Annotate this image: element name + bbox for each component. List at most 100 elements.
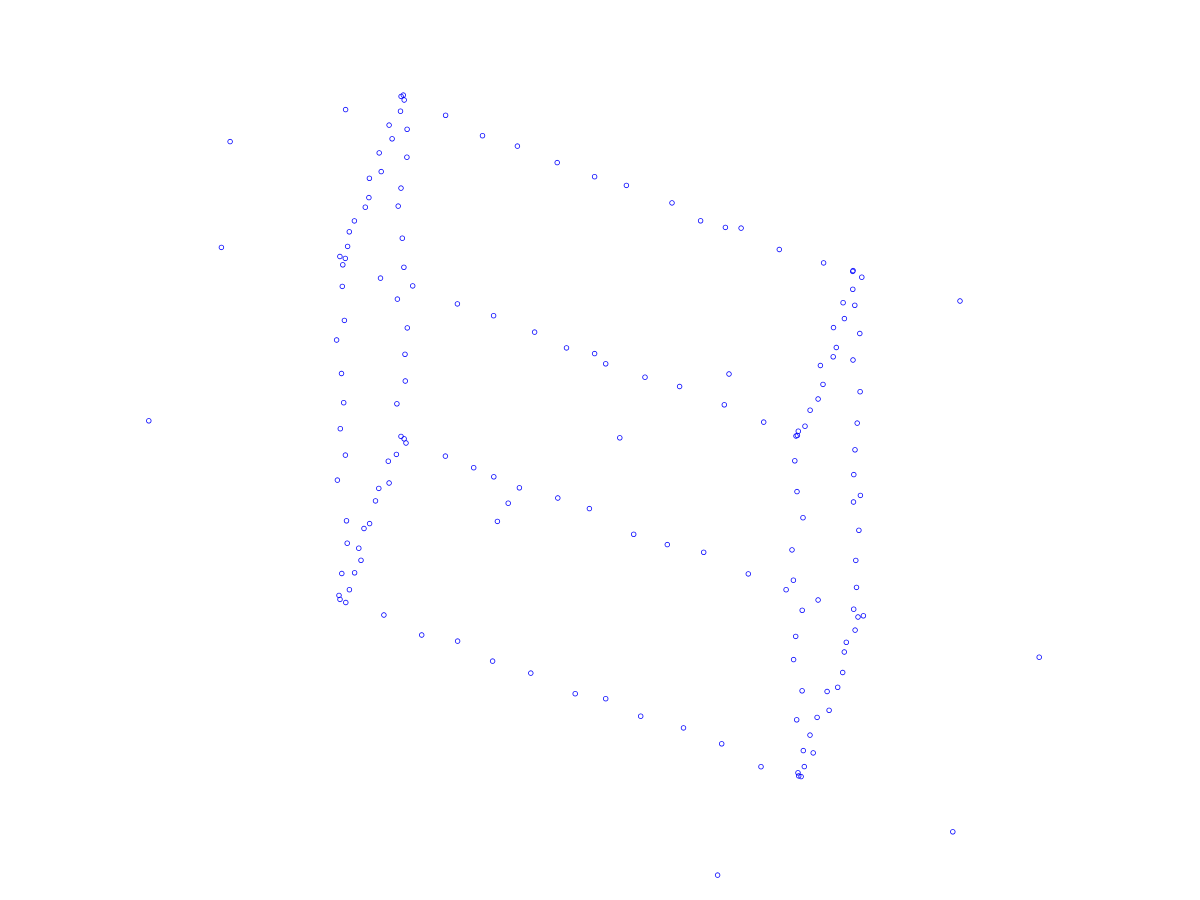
data-point (401, 97, 407, 103)
data-point (402, 378, 408, 384)
data-point (376, 150, 382, 156)
data-point (404, 126, 410, 132)
data-point (802, 423, 808, 429)
data-point (404, 325, 410, 331)
data-point (853, 584, 860, 591)
data-point (603, 361, 609, 367)
data-point (833, 344, 839, 351)
data-point (603, 696, 609, 702)
data-point (366, 194, 372, 201)
data-point (479, 132, 486, 139)
data-point (454, 301, 461, 307)
data-point (840, 300, 846, 306)
data-point (801, 763, 807, 770)
data-point (531, 329, 538, 335)
data-point (820, 381, 826, 388)
data-point (344, 243, 351, 250)
data-point (1036, 654, 1042, 660)
data-point (366, 175, 373, 181)
data-point (490, 313, 497, 319)
data-point (793, 633, 799, 640)
data-point (404, 154, 410, 160)
data-point (394, 401, 400, 407)
data-point (807, 732, 813, 738)
data-point (337, 426, 343, 432)
data-point (826, 707, 832, 713)
data-point (343, 599, 349, 606)
data-point (850, 286, 856, 292)
data-point (776, 246, 782, 253)
data-point (794, 432, 801, 439)
data-point (378, 168, 384, 175)
data-point (850, 357, 856, 363)
data-point (361, 525, 367, 532)
data-point (783, 587, 789, 593)
data-point (333, 337, 340, 343)
data-point (824, 688, 830, 695)
data-point (341, 317, 348, 324)
data-point (721, 402, 727, 408)
data-point (393, 451, 400, 458)
data-point (344, 540, 350, 546)
data-point (738, 225, 744, 231)
data-point (815, 597, 821, 603)
data-point (342, 255, 348, 262)
data-point (401, 264, 407, 270)
data-point (146, 418, 152, 424)
data-point (340, 262, 346, 268)
data-point (830, 324, 837, 331)
data-point (337, 253, 343, 260)
data-point (343, 518, 350, 524)
data-point (389, 136, 395, 142)
data-point (950, 829, 956, 835)
data-point (376, 485, 382, 492)
data-point (860, 613, 867, 619)
data-point (442, 112, 449, 118)
data-point (346, 229, 352, 235)
data-point (857, 492, 864, 499)
data-point (799, 607, 805, 613)
data-point (789, 547, 795, 553)
data-point (372, 498, 379, 504)
data-point (631, 531, 637, 537)
data-point (792, 458, 798, 464)
data-point (227, 138, 233, 145)
data-point (398, 185, 404, 191)
data-point (852, 447, 858, 453)
data-point (815, 396, 821, 402)
data-point (386, 480, 392, 486)
data-point (591, 350, 598, 357)
data-point (336, 592, 342, 599)
data-point (377, 275, 384, 281)
data-point (381, 612, 387, 618)
data-point (591, 173, 598, 180)
data-point (726, 371, 732, 377)
data-point (454, 638, 461, 644)
data-point (471, 465, 477, 471)
data-point (820, 260, 827, 266)
data-point (494, 518, 501, 525)
data-point (796, 773, 802, 779)
data-point (410, 283, 416, 289)
data-point (366, 520, 373, 527)
data-point (528, 670, 534, 676)
data-point (399, 235, 405, 241)
data-point (680, 725, 687, 731)
data-point (514, 143, 521, 149)
data-point (800, 515, 806, 521)
data-point (761, 419, 767, 425)
data-point (342, 452, 349, 458)
data-point (491, 474, 497, 480)
data-point (358, 557, 364, 563)
data-point (617, 435, 623, 441)
data-point (701, 549, 707, 555)
data-point (394, 296, 401, 302)
data-point (351, 218, 358, 224)
data-point (516, 485, 523, 491)
data-point (586, 505, 593, 512)
data-point (397, 108, 404, 114)
data-point (386, 122, 392, 128)
data-point (795, 770, 801, 776)
data-point (419, 632, 425, 638)
